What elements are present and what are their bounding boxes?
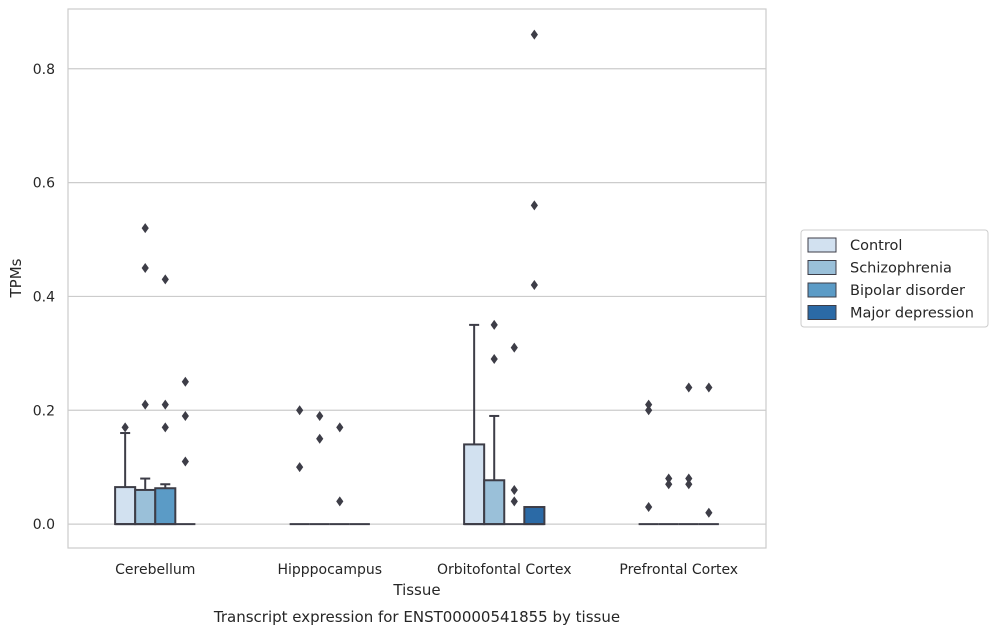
chart-title: Transcript expression for ENST0000054185… [213, 608, 620, 626]
outlier-point [530, 200, 538, 211]
outlier-point [296, 462, 304, 473]
legend-item: Schizophrenia [807, 260, 952, 277]
y-tick-label: 0.8 [33, 62, 55, 78]
outlier-point [181, 376, 189, 387]
outlier-point [665, 473, 673, 484]
outlier-point [490, 319, 498, 330]
box [154, 483, 177, 526]
x-tick-label: Hipppocampus [277, 562, 382, 578]
outlier-point [141, 399, 149, 410]
x-axis-label: Tissue [392, 581, 440, 599]
outlier-point [161, 399, 169, 410]
legend-item: Bipolar disorder [807, 282, 965, 299]
legend-frame [800, 229, 989, 328]
outlier-point [685, 479, 693, 490]
outlier-point [665, 479, 673, 490]
outlier-point [645, 502, 653, 513]
box [523, 506, 546, 526]
box [483, 414, 506, 526]
outlier-point [336, 496, 344, 507]
legend-label: Major depression [850, 306, 974, 322]
legend-label: Control [850, 238, 902, 254]
outliers [121, 29, 713, 518]
legend-label: Bipolar disorder [850, 283, 965, 299]
box [134, 477, 157, 526]
outlier-point [510, 484, 518, 495]
box-body [463, 443, 486, 526]
legend-label: Schizophrenia [850, 261, 952, 277]
y-tick-label: 0.6 [33, 176, 55, 192]
y-axis-ticks: 0.0 0.2 0.4 0.6 0.8 [33, 62, 55, 533]
outlier-point [161, 422, 169, 433]
outlier-point [316, 433, 324, 444]
outlier-point [316, 410, 324, 421]
outlier-point [141, 262, 149, 273]
x-axis-ticks: Cerebellum Hipppocampus Orbitofontal Corte… [115, 562, 738, 578]
y-axis-label: TPMs [7, 258, 25, 298]
legend-swatch [807, 282, 837, 298]
box [463, 323, 486, 526]
box-body [114, 486, 137, 526]
box-body [134, 488, 157, 526]
x-tick-label: Cerebellum [115, 562, 195, 578]
x-tick-label: Orbitofontal Cortex [437, 562, 572, 578]
outlier-point [121, 422, 129, 433]
y-tick-label: 0.4 [33, 289, 55, 305]
outlier-point [645, 399, 653, 410]
outlier-point [510, 342, 518, 353]
outlier-point [181, 410, 189, 421]
y-tick-label: 0.2 [33, 403, 55, 419]
box-body [523, 506, 546, 526]
x-tick-label: Prefrontal Cortex [619, 562, 738, 578]
outlier-point [530, 29, 538, 40]
outlier-point [141, 223, 149, 234]
y-tick-label: 0.0 [33, 517, 55, 533]
box-body [154, 487, 177, 526]
outlier-point [705, 507, 713, 518]
legend-swatch [807, 260, 837, 275]
outlier-point [161, 274, 169, 285]
outlier-point [685, 473, 693, 484]
plot-area [67, 8, 767, 549]
box-body [483, 479, 506, 526]
legend-swatch [807, 305, 837, 320]
outlier-point [685, 382, 693, 393]
outlier-point [530, 280, 538, 291]
boxes [114, 323, 719, 526]
outlier-point [336, 422, 344, 433]
legend-item: Control [807, 237, 902, 254]
outlier-point [645, 405, 653, 416]
outlier-point [181, 456, 189, 467]
outlier-point [296, 405, 304, 416]
legend: Control Schizophrenia Bipolar disorder Majo… [800, 229, 989, 328]
legend-item: Major depression [807, 305, 974, 322]
grid-lines [68, 68, 766, 525]
outlier-point [490, 354, 498, 365]
legend-swatch [807, 237, 837, 253]
box [114, 432, 137, 526]
outlier-point [510, 496, 518, 507]
outlier-point [705, 382, 713, 393]
